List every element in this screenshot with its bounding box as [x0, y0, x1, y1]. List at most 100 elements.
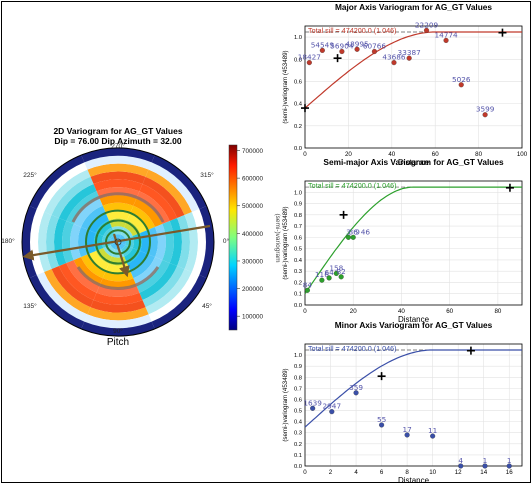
polar-sector-cell [58, 263, 97, 300]
polar-sector-cell [81, 254, 106, 279]
point-pair-count-label: 158 [329, 263, 343, 272]
x-tick-label: 60 [432, 151, 439, 158]
model-curve [304, 186, 522, 295]
y-tick-label: 0.1 [294, 453, 302, 459]
x-tick-label: 6 [380, 469, 384, 476]
x-axis-label: Distance [398, 476, 430, 484]
polar-sector-cell [53, 217, 67, 267]
polar-sector-cell [51, 266, 94, 308]
polar-sector-cell [95, 220, 112, 236]
x-axis-label: Distance [398, 158, 430, 167]
polar-sector-cell [133, 198, 163, 227]
polar-sector-cell [84, 155, 152, 170]
colorbar-tick-label: 500000 [242, 203, 264, 210]
polar-title-line2: Dip = 76.00 Dip Azimuth = 32.00 [54, 136, 182, 146]
x-tick-label: 2 [329, 469, 333, 476]
polar-sector-cell [36, 162, 88, 212]
chart-title: Minor Axis Variogram for AG_GT Values [335, 320, 493, 330]
y-axis-label: (semi-)variogram (453489) [282, 50, 289, 123]
y-tick-label: 1.0 [294, 35, 302, 41]
polar-sector-cell [130, 205, 155, 230]
colorbar-ticks: 700000 600000 500000 400000 300000 200000 1000… [237, 148, 264, 321]
experimental-point [482, 463, 488, 469]
y-tick-label: 0.0 [294, 303, 302, 309]
x-tick-label: 4 [354, 469, 358, 476]
point-pair-count-label: 84 [303, 280, 313, 289]
polar-center-marker [114, 238, 122, 246]
polar-sector-cell [87, 163, 149, 177]
x-tick-label: 10 [429, 469, 436, 476]
polar-contour-ring [95, 219, 141, 265]
experimental-point [319, 47, 325, 53]
polar-sector-cell [88, 213, 109, 233]
point-pair-count-label: 1639 [303, 398, 322, 407]
experimental-point [306, 60, 312, 66]
point-pair-count-label: 43686 [382, 53, 406, 62]
polar-angle-label: 270° [111, 142, 125, 150]
x-tick-label: 40 [398, 308, 405, 315]
x-tick-label: 100 [517, 151, 528, 158]
y-axis-label: (semi-)variogram (453489) [282, 206, 289, 279]
x-tick-label: 80 [494, 308, 501, 315]
x-tick-label: 0 [303, 469, 307, 476]
polar-sector-cell [38, 211, 52, 273]
experimental-point [310, 405, 316, 411]
polar-sector-cell [142, 266, 185, 308]
polar-sector-cell [87, 307, 149, 321]
model-point-cross [339, 210, 348, 219]
point-pair-count-label: 56904 [330, 42, 354, 51]
model-curve [304, 31, 522, 109]
polar-angle-label: 180° [1, 237, 15, 245]
point-pair-count-label: 359 [349, 383, 363, 392]
polar-sector-cell [81, 205, 106, 230]
x-tick-label: 60 [446, 308, 453, 315]
y-tick-label: 1.0 [294, 190, 302, 196]
x-tick-label: 80 [475, 151, 482, 158]
point-pair-count-label: 60766 [363, 42, 387, 51]
polar-sector-cell [169, 217, 182, 267]
y-tick-label: 0.9 [294, 202, 302, 208]
polar-sector-cell [133, 257, 163, 286]
x-tick-label: 14 [480, 469, 487, 476]
polar-sector-cell [29, 275, 85, 329]
x-tick-label: 16 [506, 469, 513, 476]
chart-title: Semi-major Axis Variogram for AG_GT Valu… [323, 157, 504, 167]
total-sill-label: Total sill = 474200.0 (1.046) [308, 181, 397, 190]
polar-contour-ring [105, 229, 131, 255]
variogram-chart-2: Semi-major Axis Variogram for AG_GT Valu… [282, 157, 523, 324]
point-pair-count-label: 9 [355, 227, 360, 236]
model-point-cross [301, 104, 309, 113]
polar-angle-labels: 270° 315° 0° 45° 90° 135° 180° 225° [1, 142, 229, 335]
polar-sector-cell [58, 184, 97, 221]
point-pair-count-label: 33387 [398, 48, 422, 57]
y-tick-label: 0.4 [294, 258, 303, 264]
point-pair-count-label: 55 [377, 415, 386, 424]
polar-angle-label: 90° [113, 327, 123, 335]
x-tick-label: 12 [455, 469, 462, 476]
y-tick-label: 0.0 [294, 146, 302, 152]
model-point-cross [377, 372, 386, 381]
model-point-cross [498, 28, 507, 37]
experimental-point [350, 234, 356, 240]
polar-sector-cell [73, 198, 103, 227]
y-tick-label: 1.0 [294, 353, 302, 359]
polar-sector-cell [127, 213, 148, 233]
experimental-point [338, 274, 344, 280]
experimental-point [458, 82, 464, 88]
point-pair-count-label: 82 [337, 267, 346, 276]
variogram-chart-1: Major Axis Variogram for AG_GT Values 0 20… [282, 2, 528, 167]
polar-title-line1: 2D Variogram for AG_GT Values [53, 126, 182, 136]
point-pair-count-label: 3 [346, 227, 351, 236]
y-tick-label: 0.4 [294, 420, 303, 426]
experimental-point [391, 60, 397, 66]
chart-title: Major Axis Variogram for AG_GT Values [335, 2, 492, 12]
colorbar-tick-label: 100000 [242, 314, 264, 321]
experimental-point [506, 463, 512, 469]
polar-sector-cell [145, 169, 192, 215]
model-point-cross [333, 54, 342, 63]
polar-sector-cell [151, 155, 207, 209]
polar-sector-cell [66, 260, 100, 293]
colorbar-tick-label: 300000 [242, 258, 264, 265]
polar-sector-cell [95, 248, 112, 264]
polar-sector-cell [148, 162, 200, 212]
